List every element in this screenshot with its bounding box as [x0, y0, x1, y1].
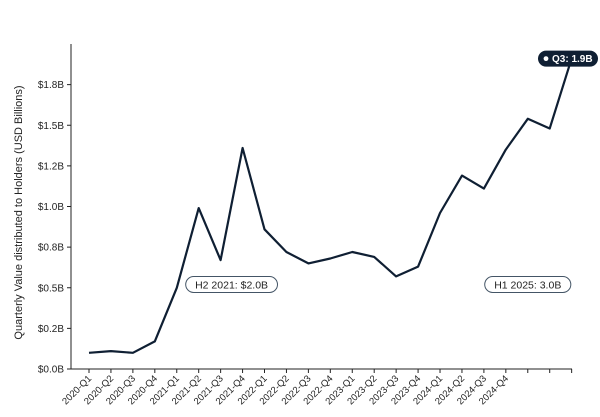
annotation-label: H1 2025: 3.0B: [494, 279, 561, 291]
callout-dot: [543, 56, 549, 62]
y-axis-label: Quarterly Value distributed to Holders (…: [13, 85, 25, 339]
y-tick-label: $0.8B: [38, 243, 64, 254]
y-tick-label: $1.8B: [38, 80, 64, 91]
series-group: [88, 58, 573, 354]
callout-label: Q3: 1.9B: [552, 54, 593, 65]
annotation-box: H2 2021: $2.0B: [185, 276, 279, 293]
annotations: H2 2021: $2.0B H1 2025: 3.0B Q3: 1.9B: [185, 50, 598, 293]
annotation-frame: [484, 276, 572, 293]
y-tick-label: $0.2B: [38, 324, 64, 335]
y-tick-label: $1.5B: [38, 121, 64, 132]
callout-badge: Q3: 1.9B: [538, 50, 598, 67]
y-tick-label: $0.0B: [38, 365, 64, 376]
annotation-label: H2 2021: $2.0B: [195, 279, 268, 291]
x-axis: 2020-Q12020-Q22020-Q32020-Q42021-Q12021-…: [60, 368, 573, 407]
y-tick-label: $1.2B: [38, 161, 64, 172]
annotation-box: H1 2025: 3.0B: [484, 276, 572, 293]
callout-background: [538, 50, 598, 67]
y-axis: $0.0B $0.2B $0.5B $0.8B $1.0B $1.2B $1.5B $1.8B: [38, 44, 72, 376]
y-tick-label: $0.5B: [38, 283, 64, 294]
annotation-frame: [185, 276, 279, 293]
y-tick-label: $1.0B: [38, 202, 64, 213]
series-line: [88, 58, 573, 354]
